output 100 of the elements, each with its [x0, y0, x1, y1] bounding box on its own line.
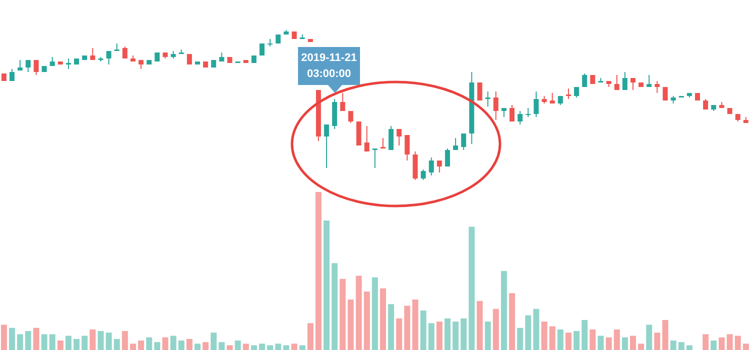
bar — [364, 292, 370, 350]
candlestick — [493, 91, 498, 120]
candlestick — [396, 128, 402, 146]
bar — [670, 340, 676, 350]
candlestick — [654, 80, 660, 94]
candlestick — [34, 60, 39, 76]
bar — [291, 344, 298, 350]
bar — [130, 344, 136, 350]
bar — [646, 324, 652, 350]
candlestick — [388, 126, 394, 150]
candlestick — [485, 91, 490, 107]
bar — [460, 318, 467, 350]
bar — [654, 332, 660, 350]
bar — [726, 334, 733, 350]
bar — [242, 344, 249, 350]
bar — [557, 329, 564, 350]
candlestick — [622, 72, 628, 90]
bar — [259, 344, 266, 350]
bar — [74, 338, 80, 350]
bar — [267, 345, 274, 350]
bar — [582, 320, 588, 350]
bar — [348, 299, 354, 350]
bar — [170, 336, 176, 350]
bar — [283, 345, 290, 350]
bar — [210, 332, 217, 350]
bar — [98, 331, 104, 350]
bar — [324, 220, 330, 350]
bar — [250, 345, 257, 350]
bar — [114, 338, 120, 350]
bar — [428, 323, 434, 350]
bar — [412, 299, 418, 350]
bar — [299, 345, 306, 350]
bar — [154, 342, 160, 350]
bar — [710, 340, 717, 350]
bar — [307, 323, 314, 350]
bar — [65, 336, 72, 350]
bar — [742, 344, 749, 350]
candlestick — [412, 151, 418, 180]
bar — [525, 315, 532, 350]
candlestick — [436, 160, 442, 173]
bar — [122, 331, 128, 350]
bar — [275, 344, 282, 350]
bar — [533, 308, 540, 350]
candlestick — [566, 88, 571, 100]
bar — [484, 322, 491, 350]
bar — [146, 337, 152, 350]
bar — [9, 328, 16, 350]
bar — [315, 192, 322, 350]
bar — [33, 328, 40, 350]
bar — [541, 322, 548, 350]
bar — [598, 336, 604, 350]
bar — [106, 332, 112, 350]
candlestick — [428, 157, 434, 176]
bar — [234, 340, 241, 350]
candlestick — [372, 148, 378, 168]
candlestick — [340, 92, 346, 112]
candlestick — [510, 104, 515, 122]
bar — [734, 336, 741, 350]
candlestick — [420, 169, 426, 180]
bar — [678, 342, 684, 350]
bar — [590, 329, 596, 350]
candlestick — [614, 74, 620, 90]
candlestick — [332, 98, 338, 130]
bar — [396, 318, 402, 350]
bar — [509, 293, 516, 350]
candlestick — [582, 73, 588, 88]
annotation: 2019-11-21 03:00:00 — [301, 52, 357, 80]
bar — [178, 340, 184, 350]
bar — [436, 322, 442, 350]
bar — [686, 345, 692, 350]
bar — [492, 308, 499, 350]
bar — [82, 336, 88, 350]
candlestick — [324, 124, 330, 168]
bar — [500, 271, 507, 350]
bar — [404, 306, 410, 350]
bar — [380, 288, 386, 350]
bar — [549, 326, 556, 350]
bar — [332, 263, 338, 350]
bar — [186, 338, 192, 350]
bar — [452, 322, 459, 350]
bar — [638, 344, 644, 350]
bar — [662, 320, 668, 350]
bar — [340, 278, 346, 350]
bar — [574, 331, 580, 350]
bar — [622, 337, 628, 350]
bar — [356, 276, 362, 350]
bar — [17, 334, 24, 350]
bar — [49, 334, 56, 350]
candlestick — [445, 148, 450, 167]
bar — [57, 340, 64, 350]
candlestick — [66, 58, 71, 70]
candlestick — [630, 78, 636, 90]
bar — [476, 301, 483, 350]
candlestick — [518, 110, 523, 125]
candlestick — [364, 126, 370, 152]
bar — [372, 277, 378, 350]
bar — [25, 331, 32, 350]
bar — [420, 310, 426, 350]
bar — [226, 345, 233, 350]
candlestick — [534, 91, 539, 118]
